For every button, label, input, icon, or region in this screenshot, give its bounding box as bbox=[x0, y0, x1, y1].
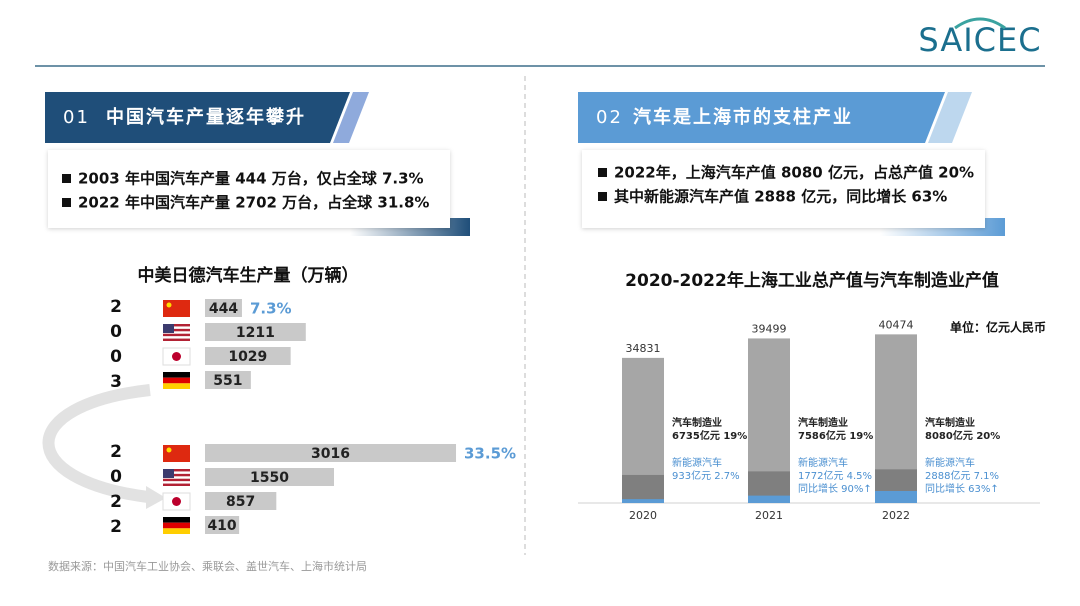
bar-annotation: 汽车制造业 bbox=[925, 416, 975, 429]
section-header bbox=[578, 92, 945, 143]
bar bbox=[205, 299, 242, 317]
bar bbox=[205, 323, 306, 341]
bar-value: 1029 bbox=[228, 349, 267, 365]
group-label: 2003 bbox=[106, 297, 126, 397]
flag-canton bbox=[163, 324, 174, 333]
share-label: 7.3% bbox=[250, 300, 292, 318]
flag-stripe bbox=[163, 473, 190, 477]
bar bbox=[205, 444, 457, 462]
section-header bbox=[45, 92, 350, 143]
bar bbox=[205, 468, 334, 486]
bullet-box bbox=[582, 150, 985, 228]
source: 数据来源：中国汽车工业协会、乘联会、盖世汽车、上海市统计局 bbox=[48, 559, 367, 573]
x-tick-label: 2022 bbox=[882, 509, 910, 522]
flag-canton bbox=[163, 469, 174, 478]
bullet-text: 2022 年中国汽车产量 2702 万台，占全球 31.8% bbox=[78, 194, 429, 212]
bar-annotation: 新能源汽车 bbox=[798, 456, 848, 469]
flag-band bbox=[163, 377, 190, 384]
flag-stripe bbox=[163, 478, 190, 482]
flag-stripe bbox=[163, 483, 190, 486]
x-tick-label: 2020 bbox=[629, 509, 657, 522]
bar-value: 444 bbox=[209, 301, 238, 317]
section-title: 中国汽车产量逐年攀升 bbox=[106, 106, 306, 128]
header-stripe bbox=[333, 92, 369, 143]
bar bbox=[875, 490, 917, 503]
bar bbox=[205, 516, 240, 534]
flag-stripe bbox=[163, 324, 190, 327]
bullet-box bbox=[48, 150, 450, 228]
x-tick-label: 2021 bbox=[755, 509, 783, 522]
bar-annotation: 新能源汽车 bbox=[925, 456, 975, 469]
bullet bbox=[598, 192, 607, 201]
bar bbox=[205, 492, 277, 510]
bullet-text: 2022年，上海汽车产值 8080 亿元，占总产值 20% bbox=[614, 164, 974, 182]
bar-value: 1550 bbox=[250, 470, 289, 486]
flag-stripe bbox=[163, 328, 190, 332]
section-number: 01 bbox=[63, 107, 90, 128]
chart-title: 2020-2022年上海工业总产值与汽车制造业产值 bbox=[625, 270, 999, 291]
unit-label: 单位：亿元人民币 bbox=[950, 320, 1046, 335]
flag-stripe bbox=[163, 469, 190, 472]
bar-annotation: 7586亿元 19% bbox=[798, 429, 873, 442]
bar-total: 39499 bbox=[752, 322, 787, 335]
bullet-text: 其中新能源汽车产值 2888 亿元，同比增长 63% bbox=[614, 188, 947, 206]
bar-value: 410 bbox=[207, 518, 236, 534]
section-title: 汽车是上海市的支柱产业 bbox=[633, 106, 853, 128]
flag-band bbox=[163, 522, 190, 529]
bar bbox=[622, 474, 664, 503]
bar-annotation: 6735亿元 19% bbox=[672, 429, 747, 442]
bar-value: 551 bbox=[213, 373, 242, 389]
bar-annotation: 同比增长 63%↑ bbox=[925, 482, 999, 495]
bar-value: 3016 bbox=[311, 446, 350, 462]
bar-annotation: 933亿元 2.7% bbox=[672, 469, 740, 482]
flag-stripe bbox=[163, 338, 190, 341]
bar-annotation: 汽车制造业 bbox=[672, 416, 722, 429]
bar-value: 857 bbox=[226, 494, 255, 510]
bullet-text: 2003 年中国汽车产量 444 万台，仅占全球 7.3% bbox=[78, 170, 424, 188]
arrow-head bbox=[146, 486, 166, 509]
bar-annotation: 汽车制造业 bbox=[798, 416, 848, 429]
bar-value: 1211 bbox=[236, 325, 275, 341]
section-number: 02 bbox=[596, 107, 623, 128]
bullet bbox=[598, 168, 607, 177]
bar-annotation: 8080亿元 20% bbox=[925, 429, 1000, 442]
share-label: 33.5% bbox=[464, 445, 516, 463]
flag-star bbox=[166, 302, 172, 308]
flag-disc bbox=[172, 352, 181, 361]
bar-annotation: 2888亿元 7.1% bbox=[925, 469, 999, 482]
bar-total: 34831 bbox=[626, 342, 661, 355]
flag-band bbox=[163, 528, 190, 534]
header-stripe bbox=[928, 92, 972, 143]
bullet bbox=[62, 174, 71, 183]
curved-arrow bbox=[42, 384, 151, 503]
flag-band bbox=[163, 383, 190, 389]
bar-annotation: 新能源汽车 bbox=[672, 456, 722, 469]
flag-star bbox=[166, 447, 172, 453]
bar bbox=[205, 347, 291, 365]
bar bbox=[622, 499, 664, 503]
bar-annotation: 同比增长 90%↑ bbox=[798, 482, 872, 495]
logo-arc bbox=[954, 17, 1006, 30]
bar bbox=[205, 371, 251, 389]
chart-title: 中美日德汽车生产量（万辆） bbox=[138, 265, 359, 286]
flag-stripe bbox=[163, 333, 190, 337]
flag-band bbox=[163, 517, 190, 523]
bar bbox=[748, 495, 790, 503]
bar-total: 40474 bbox=[879, 318, 914, 331]
group-label: 2022 bbox=[106, 442, 126, 542]
flag-band bbox=[163, 372, 190, 378]
logo: SAICEC bbox=[918, 21, 1041, 59]
bullet bbox=[62, 198, 71, 207]
bar-annotation: 1772亿元 4.5% bbox=[798, 469, 872, 482]
flag-disc bbox=[172, 497, 181, 506]
flag bbox=[163, 300, 190, 317]
flag bbox=[163, 445, 190, 462]
